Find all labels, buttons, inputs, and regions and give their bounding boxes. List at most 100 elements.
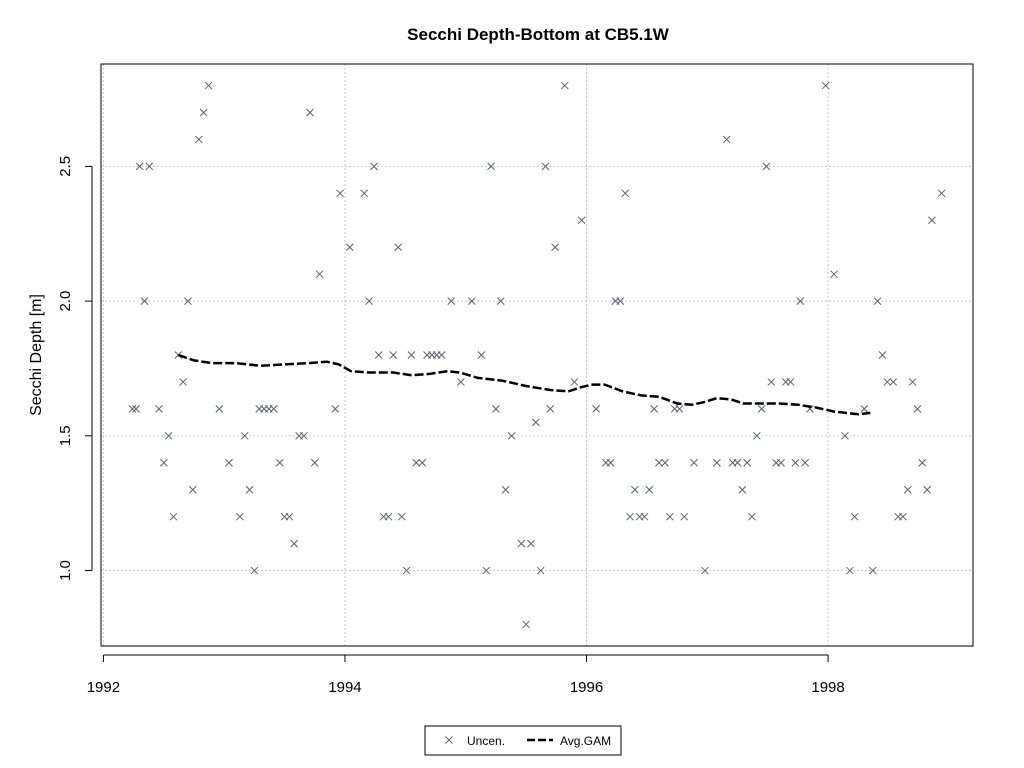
data-point: [397, 512, 406, 521]
data-point: [384, 512, 393, 521]
data-point: [132, 405, 140, 413]
data-point: [777, 458, 785, 467]
data-point: [868, 566, 877, 575]
data-point: [541, 162, 550, 171]
data-point: [522, 620, 530, 629]
legend-marker-x: [445, 736, 453, 744]
data-point: [757, 405, 766, 413]
y-tick-label: 1.0: [57, 560, 74, 581]
data-point: [360, 189, 369, 198]
y-tick-label: 2.0: [57, 291, 74, 312]
x-tick-label: 1996: [570, 679, 603, 696]
grid-layer: [101, 64, 973, 646]
gam-layer: [177, 353, 871, 416]
data-point: [845, 566, 854, 575]
data-point: [928, 216, 936, 225]
data-point: [630, 485, 639, 494]
data-point: [908, 378, 917, 386]
data-point: [306, 108, 314, 117]
data-point: [762, 162, 771, 171]
data-point: [345, 243, 354, 252]
data-point: [184, 297, 192, 305]
data-point: [748, 512, 756, 521]
data-point: [169, 512, 178, 521]
data-point: [164, 431, 173, 440]
data-point: [482, 566, 491, 575]
data-point: [767, 378, 776, 386]
gam-line: [177, 353, 871, 416]
data-point: [501, 485, 510, 494]
data-point: [889, 378, 898, 386]
data-point: [786, 378, 795, 386]
x-tick-label: 1992: [87, 679, 120, 696]
data-point: [701, 566, 709, 575]
data-point: [199, 108, 208, 117]
data-point: [407, 351, 416, 359]
data-point: [665, 512, 674, 521]
data-point: [310, 458, 319, 467]
data-point: [285, 512, 294, 521]
data-point: [918, 458, 927, 467]
data-point: [903, 485, 912, 494]
x-axis: 1992 1994 1996 1998: [87, 654, 845, 696]
data-point: [650, 405, 659, 413]
data-point: [690, 458, 698, 467]
data-point: [331, 405, 340, 413]
data-point: [418, 458, 427, 467]
data-point: [821, 81, 830, 90]
points-layer: [128, 81, 946, 629]
data-point: [551, 243, 559, 252]
data-point: [336, 189, 344, 198]
chart-title: Secchi Depth-Bottom at CB5.1W: [407, 25, 670, 44]
data-point: [577, 216, 586, 225]
data-point: [640, 512, 649, 521]
data-point: [250, 566, 259, 575]
data-point: [215, 405, 224, 413]
data-point: [315, 270, 324, 279]
y-tick-label: 2.5: [57, 156, 74, 177]
data-point: [841, 431, 849, 440]
x-tick-label: 1998: [811, 679, 844, 696]
data-point: [527, 539, 535, 548]
data-point: [570, 378, 579, 386]
data-point: [860, 405, 869, 413]
data-point: [240, 431, 249, 440]
data-point: [606, 458, 615, 467]
data-point: [645, 485, 654, 494]
data-point: [370, 162, 378, 171]
data-point: [487, 162, 495, 171]
plot-frame: [100, 63, 974, 647]
data-point: [517, 539, 526, 548]
data-point: [402, 566, 411, 575]
data-point: [140, 297, 149, 305]
data-point: [743, 458, 752, 467]
data-point: [592, 405, 601, 413]
data-point: [457, 378, 465, 386]
x-tick-label: 1994: [328, 679, 361, 696]
data-point: [300, 431, 308, 440]
data-point: [791, 458, 800, 467]
data-point: [155, 405, 163, 413]
data-point: [883, 378, 892, 386]
data-point: [531, 418, 540, 427]
data-point: [722, 135, 731, 144]
data-point: [389, 351, 398, 359]
data-point: [159, 458, 168, 467]
data-point: [245, 485, 254, 494]
data-point: [394, 243, 402, 252]
data-point: [680, 512, 689, 521]
data-point: [796, 297, 805, 305]
y-axis: 1.0 1.5 2.0 2.5: [57, 156, 93, 581]
data-point: [873, 297, 882, 305]
y-axis-label: Secchi Depth [m]: [28, 294, 45, 416]
data-point: [661, 458, 669, 467]
data-point: [188, 485, 197, 494]
data-point: [128, 405, 137, 413]
data-point: [447, 297, 456, 305]
data-point: [937, 189, 946, 198]
legend-box: [424, 725, 622, 756]
data-point: [913, 405, 922, 413]
data-point: [655, 458, 663, 467]
data-point: [507, 431, 516, 440]
